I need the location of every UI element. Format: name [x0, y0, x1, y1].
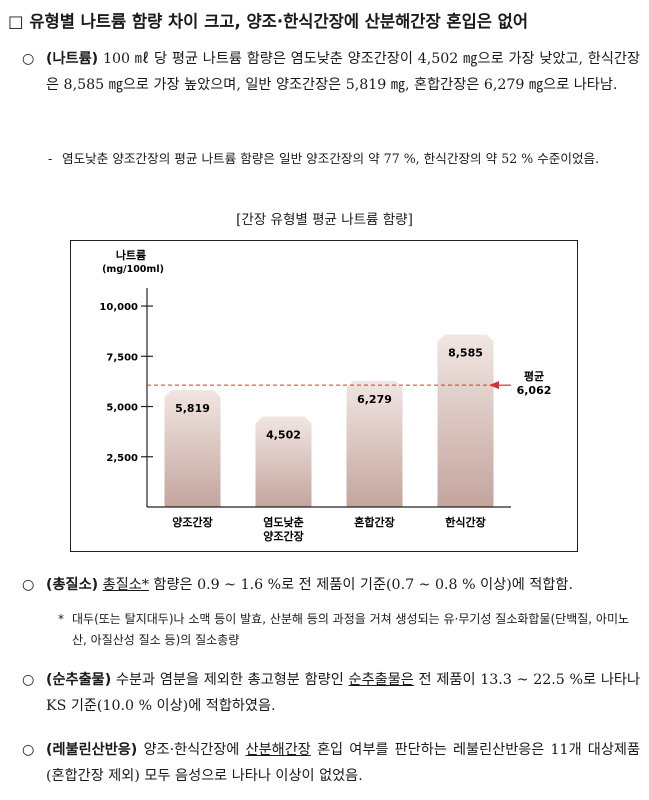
levulinic-term: 산분해간장: [245, 742, 311, 758]
sodium-chart: 나트륨 (mg/100ml) 2,500 5,000 7,500 10,000 5,819 양…: [70, 240, 578, 552]
sodium-subnote-text: 염도낮춘 양조간장의 평균 나트륨 함량은 일반 양조간장의 약 77 %, 한…: [62, 151, 600, 166]
bar: [255, 416, 312, 507]
bar-value-label: 8,585: [448, 346, 483, 359]
bar: [164, 390, 221, 507]
category-label: 양조간장: [263, 529, 303, 543]
extract-term: 순추출물은: [348, 672, 414, 688]
levulinic-text-a: 양조·한식간장에: [143, 742, 246, 758]
bar-value-label: 5,819: [175, 402, 210, 415]
levulinic-text-b: 혼입 여부를 판단하는 레불린산반응은 11개 대상제품(혼합간장 제외) 모두…: [46, 742, 641, 784]
average-label: 평균: [524, 369, 544, 383]
extract-label: (순추출물): [46, 672, 112, 688]
sodium-subnote: - 염도낮춘 양조간장의 평균 나트륨 함량은 일반 양조간장의 약 77 %,…: [48, 148, 640, 170]
nitrogen-footnote: * 대두(또는 탈지대두)나 소맥 등이 발효, 산분해 등의 과정을 거쳐 생…: [58, 609, 642, 651]
chart-svg: 나트륨 (mg/100ml) 2,500 5,000 7,500 10,000 5,819 양…: [99, 248, 552, 543]
category-label: 한식간장: [445, 515, 485, 529]
circle-bullet-icon: ○: [22, 742, 35, 758]
average-value: 6,062: [517, 384, 552, 397]
nitrogen-footnote-text: 대두(또는 탈지대두)나 소맥 등이 발효, 산분해 등의 과정을 거쳐 생성되…: [72, 612, 630, 647]
sodium-text: 100 ㎖ 당 평균 나트륨 함량은 염도낮춘 양조간장이 4,502 ㎎으로 …: [46, 51, 640, 93]
nitrogen-text: 함량은 0.9 ~ 1.6 %로 전 제품이 기준(0.7 ~ 0.8 % 이상…: [148, 577, 573, 593]
y-axis-unit: (mg/100ml): [102, 264, 164, 275]
nitrogen-label: (총질소): [46, 577, 99, 593]
bar-value-label: 4,502: [266, 429, 301, 442]
average-arrowhead: [489, 381, 499, 390]
category-label: 염도낮춘: [263, 515, 303, 529]
category-label: 양조간장: [172, 515, 212, 529]
nitrogen-paragraph: ○ (총질소) 총질소* 함량은 0.9 ~ 1.6 %로 전 제품이 기준(0…: [22, 572, 640, 598]
y-tick-label: 10,000: [99, 302, 138, 313]
bar: [437, 334, 494, 507]
y-tick-label: 5,000: [106, 403, 138, 414]
dash-bullet: -: [48, 151, 53, 166]
sodium-paragraph: ○ (나트륨) 100 ㎖ 당 평균 나트륨 함량은 염도낮춘 양조간장이 4,…: [22, 46, 640, 98]
extract-text-b: 전 제품이 13.3 ~ 22.5 %로 나타나 KS 기준(10.0 % 이상…: [46, 672, 640, 714]
nitrogen-term: 총질소*: [102, 577, 149, 593]
circle-bullet-icon: ○: [22, 577, 35, 593]
circle-bullet-icon: ○: [22, 672, 35, 688]
y-tick-label: 7,500: [106, 352, 138, 363]
sodium-label: (나트륨): [46, 51, 99, 67]
extract-paragraph: ○ (순추출물) 수분과 염분을 제외한 총고형분 함량인 순추출물은 전 제품…: [22, 667, 640, 719]
extract-text-a: 수분과 염분을 제외한 총고형분 함량인: [115, 672, 349, 688]
asterisk-mark: *: [58, 612, 64, 626]
y-axis-label: 나트륨: [116, 248, 146, 262]
levulinic-paragraph: ○ (레불린산반응) 양조·한식간장에 산분해간장 혼입 여부를 판단하는 레불…: [22, 737, 640, 789]
bar: [346, 380, 403, 507]
chart-caption: [간장 유형별 평균 나트륨 함량]: [236, 212, 413, 228]
circle-bullet-icon: ○: [22, 51, 35, 67]
levulinic-label: (레불린산반응): [46, 742, 138, 758]
section-heading: □ 유형별 나트륨 함량 차이 크고, 양조·한식간장에 산분해간장 혼입은 없…: [8, 12, 529, 31]
y-tick-label: 2,500: [106, 453, 138, 464]
category-label: 혼합간장: [354, 515, 394, 529]
bar-value-label: 6,279: [357, 393, 392, 406]
